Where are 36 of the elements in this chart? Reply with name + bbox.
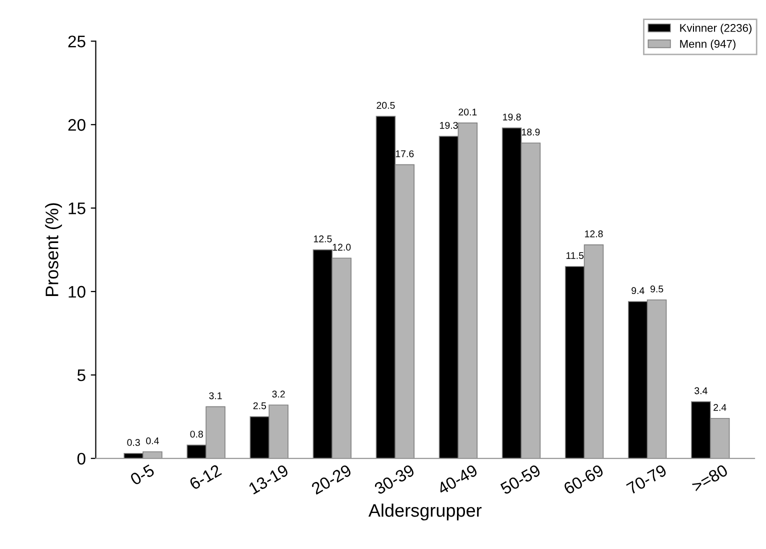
data-label: 2.5 <box>253 402 266 410</box>
data-label: 3.1 <box>209 392 222 400</box>
data-label: 9.5 <box>650 286 664 292</box>
data-label: 3.4 <box>694 387 708 394</box>
data-label: 18.9 <box>522 128 540 136</box>
y-tick-label: 0 <box>77 452 86 465</box>
data-label: 3.2 <box>272 390 285 398</box>
data-label: 19.8 <box>503 114 521 120</box>
x-tick-label: 6-12 <box>188 464 222 490</box>
data-label: 12.0 <box>332 244 351 251</box>
x-tick-label: >=80 <box>690 464 729 492</box>
data-label: 0.8 <box>190 430 203 438</box>
x-tick-label: 0-5 <box>130 464 156 486</box>
x-tick-label: 70-79 <box>626 464 668 495</box>
y-tick-label: 5 <box>77 370 86 382</box>
data-label: 0.4 <box>146 437 159 444</box>
x-tick-label: 40-49 <box>436 464 478 495</box>
data-label: 19.3 <box>440 122 458 129</box>
x-axis-title: Aldersgrupper <box>368 504 482 520</box>
legend-label: Menn (947) <box>680 40 736 50</box>
data-label: 17.6 <box>396 150 414 158</box>
data-label: 9.4 <box>632 287 644 294</box>
data-label: 0.3 <box>127 439 140 446</box>
x-tick-label: 60-69 <box>562 464 604 495</box>
data-label: 2.4 <box>714 404 726 411</box>
data-label: 20.5 <box>376 102 395 109</box>
y-tick-label: 10 <box>68 286 86 298</box>
y-axis-title: Prosent (%) <box>45 203 62 296</box>
legend-label: Kvinner (2236) <box>680 24 752 34</box>
y-tick-label: 25 <box>68 36 86 48</box>
data-label: 12.5 <box>314 235 332 242</box>
y-tick-label: 15 <box>68 202 86 214</box>
data-label: 12.8 <box>585 230 603 238</box>
data-label: 20.1 <box>458 108 477 116</box>
y-tick-label: 20 <box>68 119 86 131</box>
data-label: 11.5 <box>566 252 584 260</box>
